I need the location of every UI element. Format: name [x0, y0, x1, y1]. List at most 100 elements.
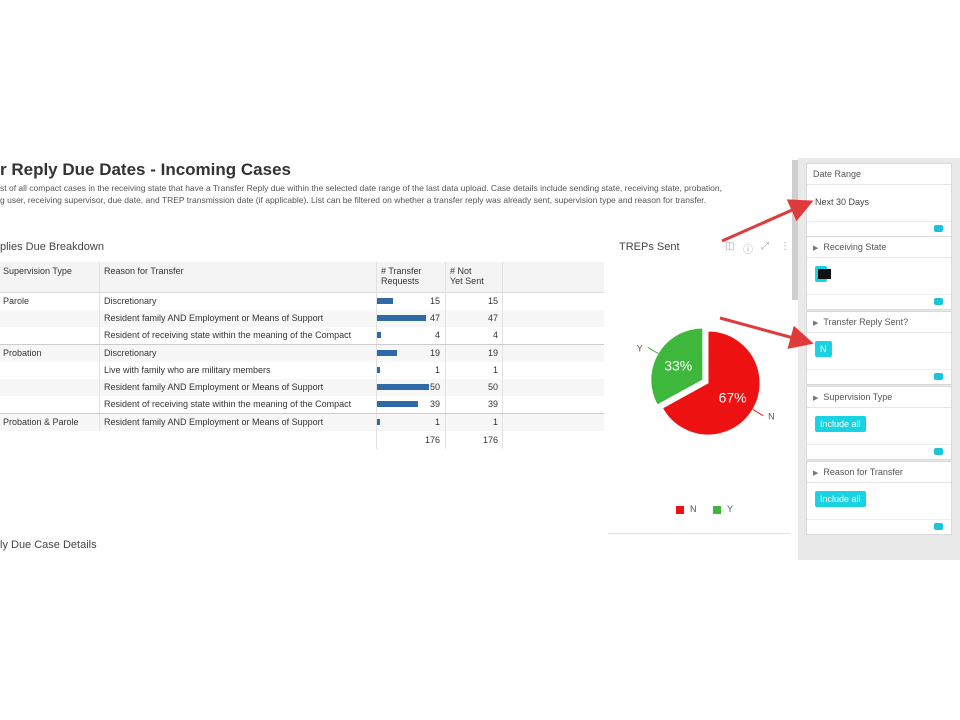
- filter-supervision-type-header[interactable]: ▶ Supervision Type: [807, 387, 951, 408]
- cell-transfer-requests: 1: [434, 365, 440, 375]
- cell-not-yet-sent: 50: [487, 382, 498, 392]
- legend-swatch-n: [676, 505, 684, 514]
- col-header-transfer-requests-l2: Requests: [381, 276, 420, 286]
- cell-transfer-requests: 19: [429, 348, 440, 358]
- caret-right-icon: ▶: [813, 470, 819, 477]
- pie-category-label-n: N: [768, 412, 775, 422]
- col-header-reason[interactable]: Reason for Transfer: [104, 266, 184, 276]
- cell-reason: Discretionary: [104, 296, 157, 306]
- cell-not-yet-sent: 47: [487, 313, 498, 323]
- filter-receiving-state-header[interactable]: ▶ Receiving State: [807, 237, 951, 258]
- filter-supervision-type-label: Supervision Type: [823, 392, 893, 402]
- cell-reason: Live with family who are military member…: [104, 365, 271, 375]
- table-header: Supervision Type Reason for Transfer # T…: [0, 262, 604, 293]
- cell-not-yet-sent: 4: [492, 330, 498, 340]
- total-not-yet-sent: 176: [482, 435, 498, 445]
- total-transfer-requests: 176: [424, 435, 440, 445]
- pie-legend: N Y: [676, 504, 733, 514]
- legend-item-y[interactable]: Y: [713, 504, 733, 514]
- table-totals-row: 176 176: [0, 431, 604, 449]
- pie-leader-line-y: [647, 346, 659, 354]
- cell-transfer-requests: 50: [429, 382, 440, 392]
- table-row[interactable]: Resident of receiving state within the m…: [0, 396, 604, 413]
- filter-date-range: Date Range Next 30 Days: [806, 163, 952, 237]
- data-bar: [377, 384, 429, 390]
- cell-transfer-requests: 1: [434, 417, 440, 427]
- legend-item-n[interactable]: N: [676, 504, 699, 514]
- data-bar: [377, 298, 393, 304]
- pie-divider: [608, 533, 790, 534]
- filter-reason: ▶ Reason for Transfer Include all: [806, 461, 952, 535]
- pie-value-label-n: 67%: [719, 390, 747, 406]
- cell-transfer-requests: 47: [429, 313, 440, 323]
- cell-supervision-type: Parole: [3, 296, 30, 306]
- case-details-section-title: ly Due Case Details: [0, 539, 97, 551]
- cell-reason: Resident of receiving state within the m…: [104, 330, 352, 340]
- date-range-toggle-icon[interactable]: [934, 225, 943, 232]
- filter-icon[interactable]: ◫: [725, 241, 735, 252]
- reply-sent-toggle-icon[interactable]: [934, 373, 943, 380]
- expand-icon[interactable]: ⤢: [761, 241, 769, 252]
- cell-reason: Resident family AND Employment or Means …: [104, 313, 324, 323]
- receiving-state-toggle-icon[interactable]: [934, 298, 943, 305]
- legend-label-n: N: [690, 504, 697, 514]
- col-header-transfer-requests-l1: # Transfer: [381, 266, 422, 276]
- table-row[interactable]: Parole Discretionary 15 15: [0, 293, 604, 310]
- table-body: Parole Discretionary 15 15 Resident family A…: [0, 293, 604, 431]
- col-header-supervision-type[interactable]: Supervision Type: [3, 266, 72, 276]
- filter-reply-sent-label: Transfer Reply Sent?: [823, 317, 909, 327]
- pie-value-label-y: 33%: [664, 357, 692, 373]
- table-row[interactable]: Resident family AND Employment or Means …: [0, 310, 604, 327]
- cell-reason: Resident family AND Employment or Means …: [104, 417, 324, 427]
- cell-reason: Discretionary: [104, 348, 157, 358]
- cell-reason: Resident family AND Employment or Means …: [104, 382, 324, 392]
- page-title: r Reply Due Dates - Incoming Cases: [0, 160, 291, 179]
- info-icon[interactable]: ⓘ: [743, 245, 753, 256]
- filter-supervision-type: ▶ Supervision Type Include all: [806, 386, 952, 460]
- filter-reply-sent-header[interactable]: ▶ Transfer Reply Sent?: [807, 312, 951, 333]
- caret-right-icon: ▶: [813, 245, 819, 252]
- col-header-not-yet-sent[interactable]: # Not Yet Sent: [450, 266, 484, 286]
- reply-sent-chip[interactable]: N: [815, 341, 832, 357]
- filter-reason-header[interactable]: ▶ Reason for Transfer: [807, 462, 951, 483]
- pie-category-label-y: Y: [637, 343, 643, 353]
- col-header-not-yet-sent-l1: # Not: [450, 266, 472, 276]
- filter-reply-sent: ▶ Transfer Reply Sent? N: [806, 311, 952, 385]
- legend-label-y: Y: [727, 504, 734, 514]
- cell-not-yet-sent: 1: [492, 365, 498, 375]
- reason-chip[interactable]: Include all: [815, 491, 866, 507]
- data-bar: [377, 401, 418, 407]
- cell-not-yet-sent: 19: [487, 348, 498, 358]
- filter-receiving-state-label: Receiving State: [823, 242, 887, 252]
- filter-receiving-state: ▶ Receiving State: [806, 236, 952, 310]
- treps-pie-chart: 67% N 33% Y: [637, 327, 775, 436]
- filter-date-range-label: Date Range: [807, 164, 951, 185]
- cell-transfer-requests: 15: [429, 296, 440, 306]
- data-bar: [377, 350, 397, 356]
- cell-transfer-requests: 4: [434, 330, 440, 340]
- table-row[interactable]: Probation & Parole Resident family AND Em…: [0, 413, 604, 431]
- supervision-type-toggle-icon[interactable]: [934, 448, 943, 455]
- date-range-select[interactable]: Next 30 Days: [815, 197, 870, 207]
- reason-toggle-icon[interactable]: [934, 523, 943, 530]
- cell-supervision-type: Probation: [3, 348, 42, 358]
- filter-reason-label: Reason for Transfer: [823, 467, 903, 477]
- caret-right-icon: ▶: [813, 395, 819, 402]
- data-bar: [377, 315, 426, 321]
- page-description-line1: st of all compact cases in the receiving…: [0, 183, 722, 193]
- cell-not-yet-sent: 1: [492, 417, 498, 427]
- receiving-state-chip[interactable]: [815, 266, 831, 282]
- cell-supervision-type: Probation & Parole: [3, 417, 79, 427]
- pie-title: TREPs Sent: [619, 241, 680, 253]
- col-header-transfer-requests[interactable]: # Transfer Requests: [381, 266, 422, 286]
- cell-not-yet-sent: 15: [487, 296, 498, 306]
- table-row[interactable]: Live with family who are military member…: [0, 362, 604, 379]
- supervision-type-chip[interactable]: Include all: [815, 416, 866, 432]
- table-row[interactable]: Probation Discretionary 19 19: [0, 344, 604, 362]
- pie-slice-y[interactable]: [650, 327, 704, 406]
- table-row[interactable]: Resident of receiving state within the m…: [0, 327, 604, 344]
- cell-transfer-requests: 39: [429, 399, 440, 409]
- pie-leader-line-n: [752, 409, 764, 417]
- more-icon[interactable]: ⋮: [780, 241, 790, 252]
- table-row[interactable]: Resident family AND Employment or Means …: [0, 379, 604, 396]
